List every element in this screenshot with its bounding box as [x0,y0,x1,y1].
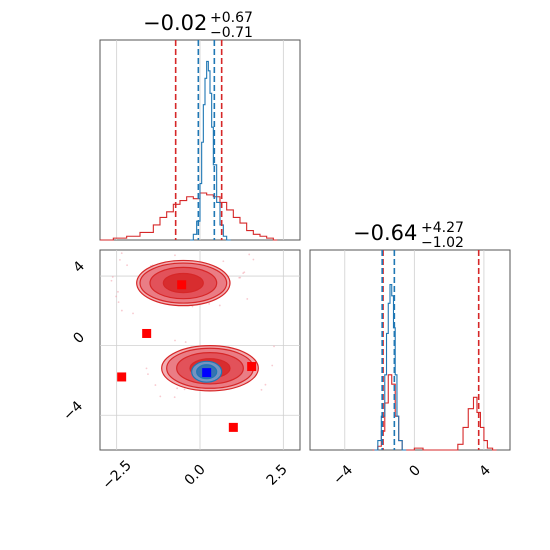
sample-point [264,383,267,386]
sample-point [273,345,275,348]
sample-point [110,279,113,282]
sample-point [145,367,148,370]
sample-point [111,276,114,278]
panel-1-title-value: −0.02 [143,11,207,35]
sample-point [120,309,123,312]
histogram-series [372,374,497,451]
sample-point [191,305,194,308]
sample-point [147,373,149,376]
sample-point [115,295,118,298]
red-square-marker [117,372,127,382]
sample-point [176,387,179,390]
sample-point [271,364,274,367]
panel-2-title-lower: −1.02 [421,235,464,251]
panel-2-x-tick-label: −4 [330,462,356,488]
sample-point [126,264,128,267]
joint-x-tick-label: 0.0 [182,462,209,489]
sample-point [238,276,241,279]
sample-point [117,301,120,304]
sample-point [218,304,221,307]
marginal-panel-2: −0.64 +4.27 −1.02 −4 0 4 [309,220,511,488]
sample-point [184,341,187,343]
sample-point [260,388,263,391]
joint-panel-markers [117,280,257,432]
sample-point [183,388,186,391]
panel-2-quantiles [381,250,480,450]
panel-2-x-tick-label: 0 [406,462,424,480]
histogram-series [190,60,231,241]
panel-2-grid [344,250,485,450]
joint-y-tick-label: 4 [70,258,88,276]
panel-2-frame [309,249,511,451]
panel-1-quantiles [174,40,223,240]
red-square-marker [142,328,152,338]
joint-panel: −2.5 0.0 2.5 4 0 −4 [60,249,301,493]
sample-point [222,260,225,263]
red-square-marker [228,422,238,432]
blue-square-marker [202,368,212,378]
histogram-series [100,192,278,241]
marginal-panel-1: −0.02 +0.67 −0.71 [99,10,301,241]
sample-point [246,298,249,300]
panel-1-series [100,60,278,241]
sample-point [119,258,121,261]
panel-2-title-value: −0.64 [353,221,417,245]
sample-point [159,395,162,398]
joint-y-tick-label: 0 [70,329,88,347]
sample-point [252,258,255,261]
panel-1-title-lower: −0.71 [210,25,253,41]
sample-point [117,290,119,293]
red-square-marker [247,362,257,372]
sample-point [173,396,176,399]
sample-point [174,339,176,342]
sample-point [174,254,176,257]
sample-point [208,302,211,305]
sample-point [154,384,157,386]
joint-x-tick-label: −2.5 [99,457,134,492]
panel-2-x-tick-label: 4 [476,462,494,480]
sample-point [243,271,246,274]
panel-1-title-upper: +0.67 [210,10,253,26]
panel-2-title-upper: +4.27 [421,220,464,236]
sample-point [132,312,134,315]
joint-y-tick-label: −4 [60,398,86,424]
sample-point [120,252,123,255]
joint-x-tick-label: 2.5 [264,462,291,489]
red-square-marker [177,280,187,290]
sample-point [248,253,251,256]
